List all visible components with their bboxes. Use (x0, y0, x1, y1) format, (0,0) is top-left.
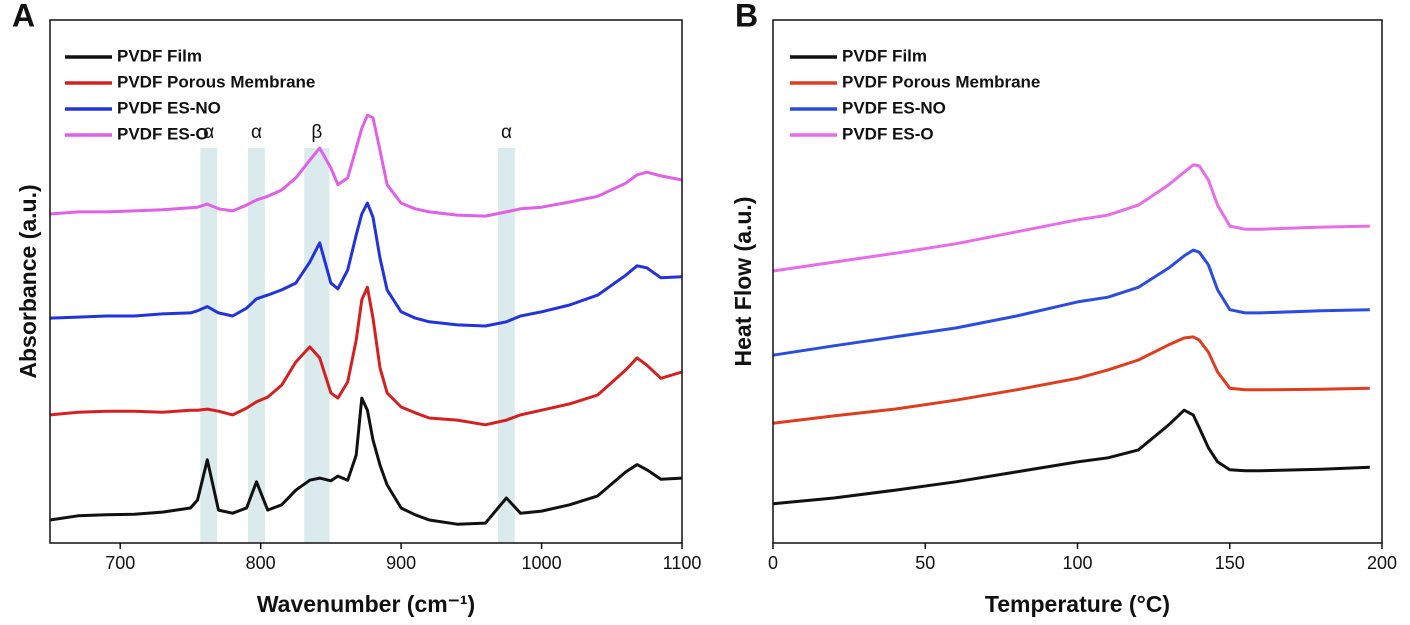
legend-label: PVDF ES-NO (117, 98, 221, 117)
legend-label: PVDF ES-O (842, 124, 934, 143)
band (498, 148, 515, 543)
legend-label: PVDF ES-NO (842, 98, 946, 117)
series-line (772, 163, 1370, 273)
legend-label: PVDF Film (117, 46, 202, 65)
x-tick-label: 1100 (663, 553, 702, 573)
x-axis-title: Wavenumber (cm⁻¹) (257, 591, 475, 617)
band (248, 148, 265, 543)
x-axis-title: Temperature (°C) (985, 591, 1170, 617)
series-line (49, 201, 683, 328)
series-line (772, 335, 1370, 425)
y-axis-title: Absorbance (a.u.) (15, 184, 41, 378)
band-label: α (251, 122, 262, 143)
x-tick-label: 100 (1062, 553, 1092, 573)
legend-label: PVDF Porous Membrane (842, 72, 1040, 91)
legend-label: PVDF Film (842, 46, 927, 65)
band-label: α (203, 122, 214, 143)
series-line (772, 248, 1370, 357)
x-tick-label: 700 (105, 553, 135, 573)
x-tick-label: 200 (1367, 553, 1397, 573)
x-tick-label: 50 (915, 553, 935, 573)
series-line (772, 408, 1370, 506)
x-tick-label: 800 (246, 553, 276, 573)
series-line (49, 396, 683, 526)
legend-label: PVDF ES-O (117, 124, 209, 143)
panel-label: B (735, 0, 758, 33)
x-tick-label: 900 (386, 553, 416, 573)
x-tick-label: 1000 (522, 553, 562, 573)
x-tick-label: 0 (768, 553, 778, 573)
series-line (49, 113, 683, 218)
series-line (49, 285, 683, 427)
band-label: β (311, 122, 322, 143)
legend-label: PVDF Porous Membrane (117, 72, 315, 91)
band (304, 148, 330, 543)
band (200, 148, 218, 543)
plot-frame (49, 19, 683, 544)
panel-label: A (12, 0, 35, 33)
band-label: α (501, 122, 512, 143)
y-axis-title: Heat Flow (a.u.) (730, 197, 756, 367)
x-tick-label: 150 (1215, 553, 1245, 573)
